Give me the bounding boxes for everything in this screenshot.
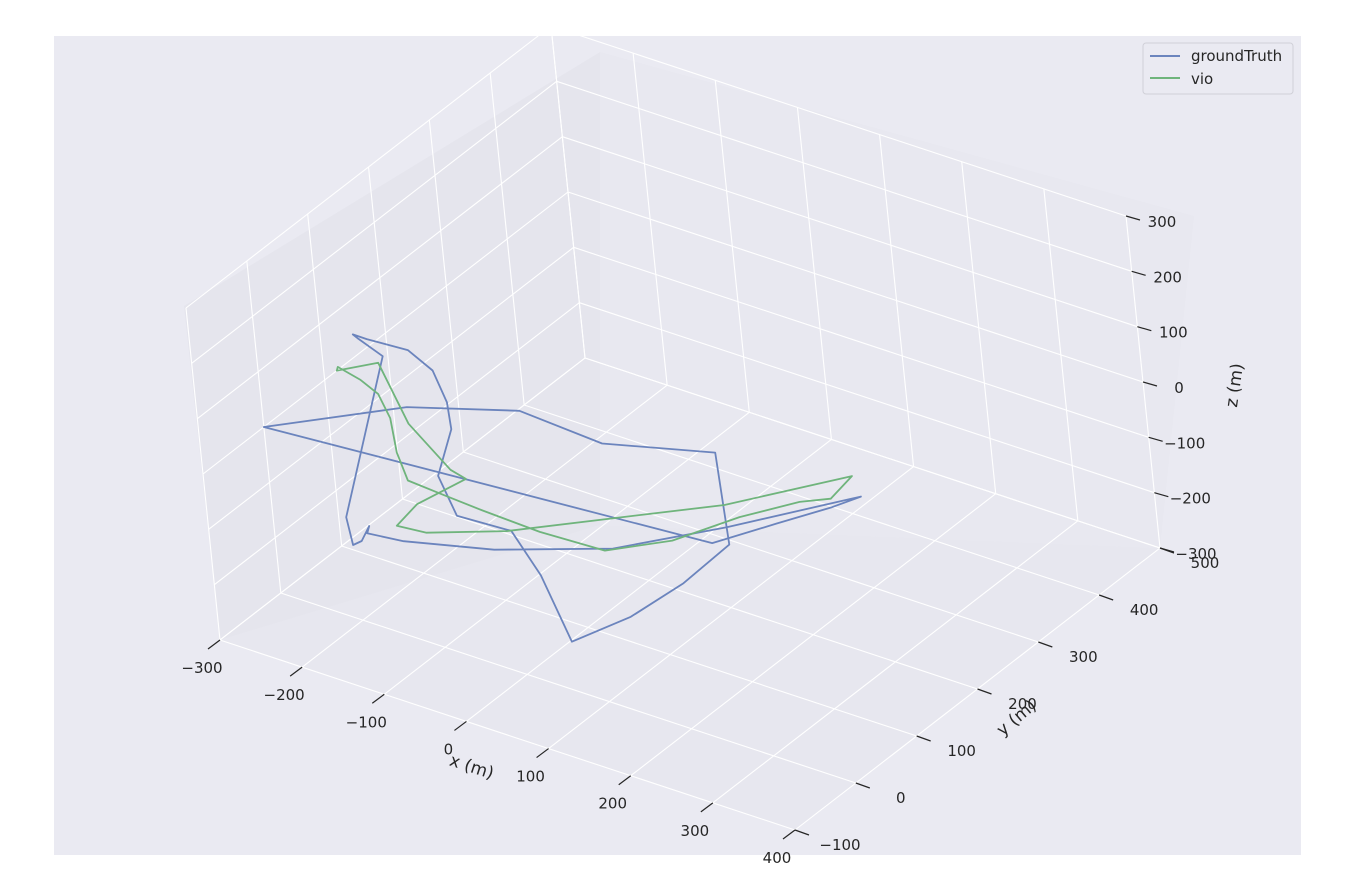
x-tick-label: 400	[763, 849, 792, 867]
x-tick-mark	[207, 639, 221, 650]
y-tick-label: 100	[947, 742, 976, 760]
back-gridline-z	[550, 25, 1127, 217]
legend-label-vio: vio	[1191, 70, 1213, 88]
z-tick-label: 200	[1153, 268, 1182, 286]
x-tick-label: −200	[264, 686, 305, 704]
y-tick-label: 400	[1130, 601, 1159, 619]
z-tick-label: −200	[1170, 490, 1211, 508]
z-tick-label: 100	[1159, 324, 1188, 342]
z-tick-mark	[1148, 436, 1163, 442]
y-tick-label: 200	[1008, 695, 1037, 713]
back-gridline-z	[562, 136, 1138, 328]
z-tick-label: −300	[1175, 545, 1216, 563]
z-tick-label: 300	[1148, 213, 1177, 231]
x-tick-label: −100	[346, 713, 387, 731]
trajectories	[262, 333, 862, 643]
y-tick-label: 300	[1069, 648, 1098, 666]
legend-box	[1142, 42, 1294, 95]
z-tick-mark	[1137, 326, 1152, 332]
left-gridline-z	[219, 357, 586, 641]
y-tick-mark	[916, 735, 931, 742]
z-tick-label: 0	[1174, 379, 1184, 397]
left-gridline-z	[185, 25, 552, 309]
y-axis-ticks: −100 0 100 200 300 400 500	[794, 547, 1220, 854]
z-tick-mark	[1142, 381, 1158, 387]
series-line-vio	[335, 361, 853, 552]
back-gridline-z	[584, 357, 1161, 549]
z-tick-mark	[1154, 492, 1169, 498]
left-gridline-z	[191, 80, 558, 364]
left-gridline-z	[213, 302, 580, 586]
x-tick-mark	[700, 802, 714, 813]
grid-lines	[185, 25, 1161, 831]
y-tick-mark	[977, 688, 992, 695]
y-tick-label: 500	[1191, 554, 1220, 572]
x-tick-label: 100	[516, 768, 545, 786]
floor-gridline-y	[463, 451, 1039, 643]
back-gridline-z	[579, 302, 1155, 494]
floor-pane	[220, 525, 1160, 830]
back-gridline-z	[567, 191, 1144, 383]
x-tick-mark	[371, 693, 385, 704]
legend-label-groundtruth: groundTruth	[1191, 47, 1282, 65]
series-line-groundtruth	[262, 333, 862, 643]
y-tick-mark	[855, 782, 871, 789]
y-tick-mark	[794, 829, 810, 836]
z-axis-ticks: −300 −200 −100 0 100 200 300	[1125, 213, 1217, 563]
floor-gridline-y	[341, 545, 917, 737]
x-axis-ticks: −300 −200 −100 0 100 200 300 400	[181, 639, 796, 867]
legend: groundTruth vio	[1142, 42, 1294, 95]
z-tick-label: −100	[1164, 434, 1205, 452]
back-gridline-z	[556, 80, 1132, 272]
x-tick-label: 200	[598, 795, 627, 813]
left-gridline-z	[196, 136, 563, 420]
z-tick-mark	[1159, 547, 1175, 553]
floor-gridline-y	[219, 639, 796, 831]
x-tick-mark	[536, 748, 549, 759]
x-tick-mark	[618, 775, 632, 786]
back-gridline-z	[573, 246, 1149, 438]
x-tick-label: 300	[681, 822, 710, 840]
y-tick-mark	[1038, 641, 1053, 648]
y-tick-label: 0	[896, 789, 906, 807]
x-tick-label: 0	[444, 740, 454, 758]
floor-gridline-y	[280, 592, 857, 784]
x-tick-mark	[454, 720, 467, 731]
z-tick-mark	[1131, 270, 1146, 276]
y-tick-mark	[1098, 594, 1114, 601]
z-tick-mark	[1125, 215, 1141, 221]
y-tick-label: −100	[819, 836, 860, 854]
x-tick-mark	[289, 666, 303, 677]
x-tick-label: −300	[181, 659, 222, 677]
x-tick-mark	[782, 829, 796, 840]
